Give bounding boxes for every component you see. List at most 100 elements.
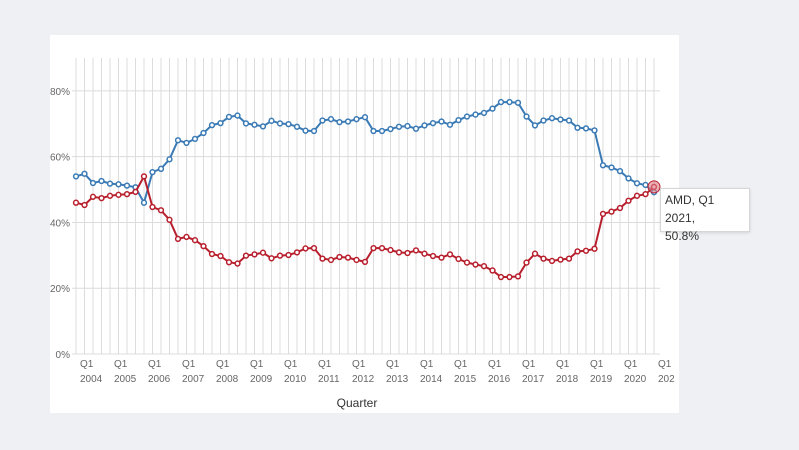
data-point[interactable] [438, 118, 445, 125]
data-point[interactable] [293, 123, 301, 130]
data-point[interactable] [200, 242, 207, 250]
data-point[interactable] [327, 116, 335, 123]
data-point[interactable] [412, 247, 420, 254]
data-point[interactable] [302, 127, 309, 134]
data-point[interactable] [540, 255, 547, 262]
data-point[interactable] [174, 235, 182, 243]
data-point[interactable] [378, 244, 386, 252]
data-point[interactable] [251, 251, 258, 258]
data-point[interactable] [361, 258, 369, 266]
data-point[interactable] [489, 267, 496, 274]
data-point[interactable] [616, 204, 624, 212]
data-point[interactable] [268, 117, 275, 124]
data-point[interactable] [89, 193, 97, 200]
data-point[interactable] [327, 256, 335, 264]
data-point[interactable] [548, 115, 556, 122]
data-point[interactable] [370, 244, 377, 252]
data-point[interactable] [276, 120, 284, 127]
data-point[interactable] [225, 113, 233, 121]
data-point[interactable] [191, 237, 199, 244]
data-point[interactable] [344, 254, 352, 261]
data-point[interactable] [115, 191, 122, 198]
data-point[interactable] [591, 245, 598, 252]
data-point[interactable] [319, 117, 326, 124]
data-point[interactable] [395, 123, 403, 130]
data-point[interactable] [149, 203, 156, 211]
data-point[interactable] [514, 99, 522, 106]
data-point[interactable] [599, 210, 607, 218]
data-point[interactable] [242, 120, 250, 127]
data-point[interactable] [625, 175, 632, 182]
data-point[interactable] [157, 207, 165, 214]
data-point[interactable] [395, 249, 403, 256]
data-point[interactable] [157, 165, 165, 172]
data-point[interactable] [421, 250, 428, 257]
data-point[interactable] [480, 109, 488, 117]
data-point[interactable] [412, 125, 420, 132]
data-point[interactable] [115, 181, 122, 188]
data-point[interactable] [455, 255, 462, 263]
data-point[interactable] [557, 256, 564, 263]
data-point[interactable] [166, 156, 173, 163]
data-point[interactable] [633, 192, 641, 199]
data-point[interactable] [574, 248, 581, 255]
data-point[interactable] [140, 173, 148, 180]
data-point[interactable] [132, 188, 139, 196]
data-point[interactable] [404, 122, 411, 130]
data-point[interactable] [319, 255, 326, 262]
data-point[interactable] [531, 122, 539, 129]
data-point[interactable] [616, 167, 624, 175]
data-point[interactable] [642, 191, 649, 198]
data-point[interactable] [591, 127, 598, 134]
data-point[interactable] [446, 121, 454, 128]
data-point[interactable] [557, 116, 564, 123]
data-point[interactable] [72, 173, 80, 180]
data-point[interactable] [625, 197, 632, 204]
data-point[interactable] [429, 252, 437, 260]
data-point[interactable] [438, 254, 445, 261]
data-point[interactable] [276, 252, 284, 259]
data-point[interactable] [310, 127, 318, 135]
data-point[interactable] [251, 121, 258, 128]
data-point[interactable] [353, 256, 360, 264]
data-point[interactable] [81, 170, 88, 177]
data-point[interactable] [344, 118, 352, 125]
data-point[interactable] [140, 199, 148, 206]
data-point[interactable] [421, 122, 428, 129]
data-point[interactable] [242, 252, 250, 259]
data-point[interactable] [302, 245, 309, 252]
data-point[interactable] [336, 118, 343, 126]
data-point[interactable] [472, 261, 479, 268]
data-point[interactable] [514, 273, 522, 280]
data-point[interactable] [183, 233, 190, 241]
data-point[interactable] [582, 247, 590, 254]
data-point[interactable] [183, 139, 190, 147]
data-point[interactable] [106, 180, 114, 187]
data-point[interactable] [446, 251, 454, 258]
data-point[interactable] [310, 244, 318, 252]
data-point[interactable] [574, 124, 581, 131]
data-point[interactable] [387, 246, 394, 254]
data-point[interactable] [608, 208, 615, 215]
data-point[interactable] [106, 192, 114, 199]
data-point[interactable] [565, 255, 573, 262]
data-point[interactable] [599, 162, 607, 169]
data-point[interactable] [565, 117, 573, 124]
data-point[interactable] [370, 127, 377, 135]
data-point[interactable] [353, 116, 360, 123]
data-point[interactable] [268, 255, 275, 262]
data-point[interactable] [582, 125, 590, 132]
data-point[interactable] [506, 98, 513, 106]
data-point[interactable] [149, 168, 156, 176]
data-point[interactable] [259, 249, 267, 256]
data-point[interactable] [404, 249, 411, 257]
data-point[interactable] [123, 182, 131, 189]
data-point[interactable] [123, 191, 131, 198]
data-point[interactable] [361, 114, 369, 121]
data-point[interactable] [489, 105, 496, 112]
data-point[interactable] [285, 120, 292, 128]
data-point[interactable] [455, 117, 462, 124]
data-point[interactable] [523, 259, 530, 266]
data-point[interactable] [642, 181, 649, 189]
data-point[interactable] [217, 252, 224, 260]
